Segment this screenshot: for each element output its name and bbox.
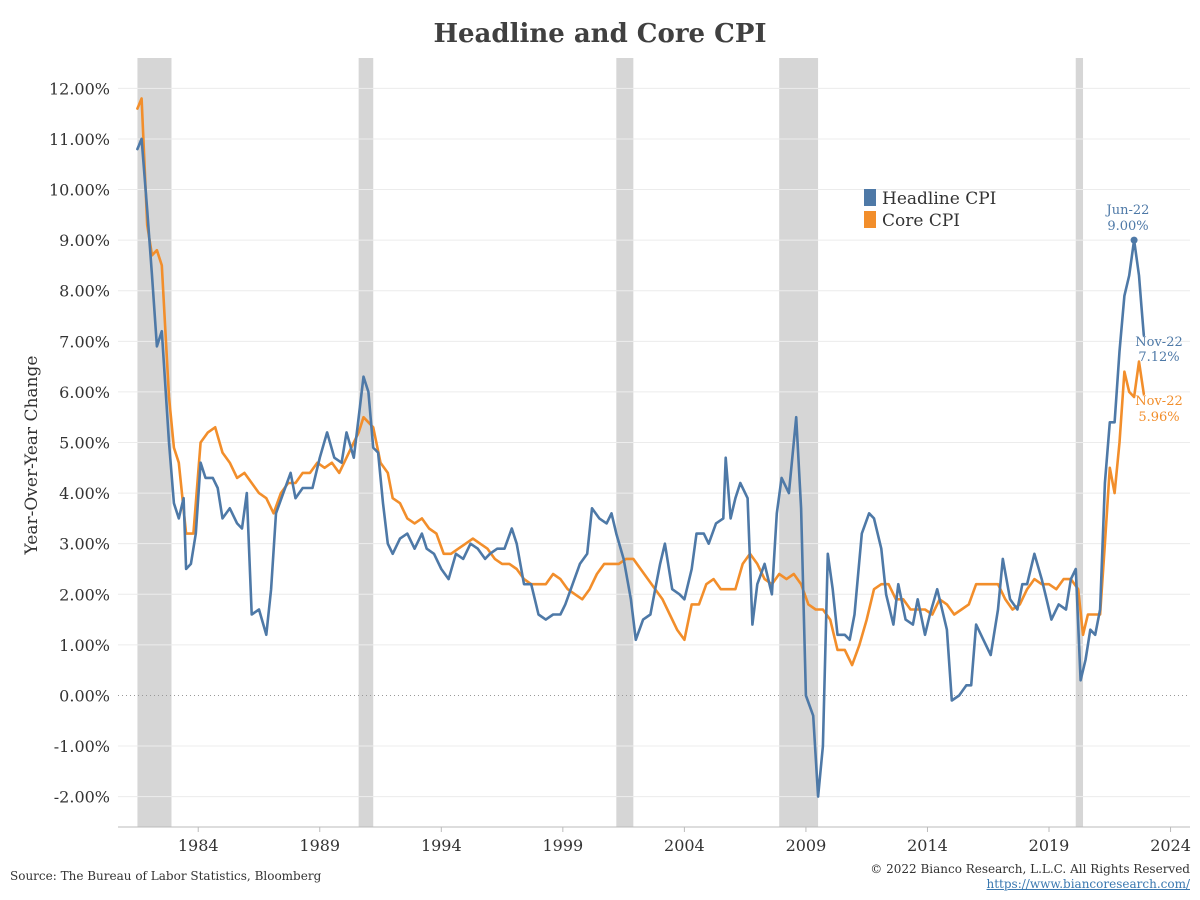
- x-tick-label: 1984: [178, 836, 219, 855]
- x-tick-label: 1999: [542, 836, 583, 855]
- series-line-headline-cpi: [136, 137, 1146, 798]
- annotation-nov22-headline-value: 7.12%: [1138, 350, 1179, 365]
- y-tick-label: -2.00%: [54, 788, 110, 807]
- y-tick-label: 9.00%: [59, 231, 110, 250]
- series-line-core-cpi: [136, 97, 1146, 667]
- y-tick-label: 2.00%: [59, 585, 110, 604]
- legend-label-core: Core CPI: [882, 211, 960, 231]
- x-axis-ticks: 1984 1989 1994 1999 2004 2009 2014 2019 2024: [178, 827, 1191, 855]
- legend-swatch-core: [864, 211, 876, 228]
- annotations: Jun-22 9.00% Nov-22 7.12% Nov-22 5.96%: [1105, 203, 1183, 425]
- legend-label-headline: Headline CPI: [882, 189, 996, 209]
- gridlines: [118, 87, 1190, 798]
- copyright-text: © 2022 Bianco Research, L.L.C. All Right…: [870, 862, 1190, 876]
- y-tick-label: 4.00%: [59, 484, 110, 503]
- annotation-jun22-date: Jun-22: [1105, 203, 1150, 218]
- y-tick-label: 0.00%: [59, 686, 110, 705]
- annotation-jun22-value: 9.00%: [1107, 219, 1148, 234]
- y-tick-label: 11.00%: [49, 130, 110, 149]
- x-tick-label: 1989: [299, 836, 340, 855]
- y-tick-label: 12.00%: [49, 79, 110, 98]
- annotation-nov22-core-value: 5.96%: [1138, 410, 1179, 425]
- x-tick-label: 2009: [786, 836, 827, 855]
- y-tick-label: 5.00%: [59, 434, 110, 453]
- y-tick-label: -1.00%: [54, 737, 110, 756]
- x-tick-label: 2014: [907, 836, 948, 855]
- series-lines: [136, 97, 1146, 798]
- annotation-nov22-core-date: Nov-22: [1135, 394, 1182, 409]
- y-axis-label: Year-Over-Year Change: [22, 356, 42, 556]
- y-tick-label: 7.00%: [59, 332, 110, 351]
- source-note: Source: The Bureau of Labor Statistics, …: [10, 869, 322, 883]
- website-link[interactable]: https://www.biancoresearch.com/: [986, 877, 1190, 891]
- x-tick-label: 2019: [1029, 836, 1070, 855]
- y-axis-ticks: 12.00% 11.00% 10.00% 9.00% 8.00% 7.00% 6.00% 5.…: [49, 79, 110, 806]
- x-tick-label: 1994: [421, 836, 462, 855]
- legend-swatch-headline: [864, 189, 876, 206]
- chart-title: Headline and Core CPI: [433, 19, 766, 49]
- legend: Headline CPI Core CPI: [864, 189, 996, 231]
- footer-credits: © 2022 Bianco Research, L.L.C. All Right…: [870, 862, 1190, 892]
- annotation-nov22-headline-date: Nov-22: [1135, 335, 1182, 350]
- x-tick-label: 2024: [1150, 836, 1191, 855]
- y-tick-label: 3.00%: [59, 535, 110, 554]
- y-tick-label: 1.00%: [59, 636, 110, 655]
- x-tick-label: 2004: [664, 836, 705, 855]
- peak-marker: [1130, 236, 1138, 244]
- y-tick-label: 8.00%: [59, 282, 110, 301]
- y-tick-label: 6.00%: [59, 383, 110, 402]
- y-tick-label: 10.00%: [49, 181, 110, 200]
